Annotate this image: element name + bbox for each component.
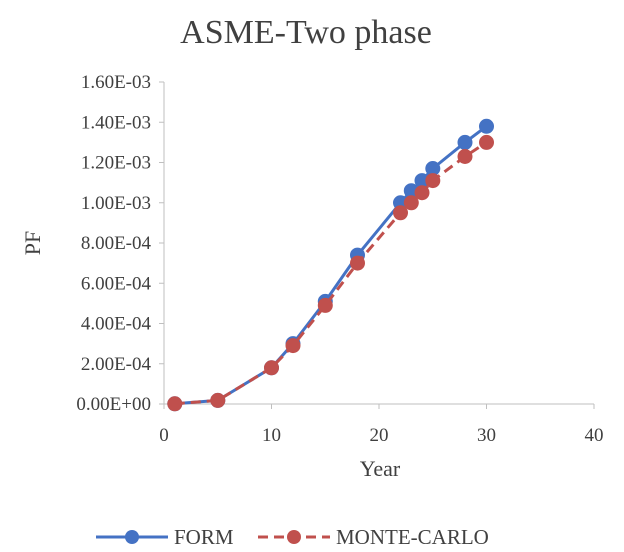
data-point [457,149,473,164]
y-tick-label: 1.00E-03 [81,193,151,214]
y-axis: 0.00E+00 2.00E-04 4.00E-04 6.00E-04 8.00E-04… [76,72,165,415]
data-point [403,195,419,211]
data-point [264,360,279,376]
y-tick-label: 8.00E-04 [81,233,152,254]
x-tick-label: 30 [477,425,496,446]
x-tick-label: 20 [370,425,389,446]
legend-marker [125,530,139,544]
y-tick-label: 1.60E-03 [81,72,151,93]
data-point [414,185,430,201]
legend-label: FORM [174,525,234,549]
x-tick-label: 0 [159,425,169,446]
data-point [393,205,408,221]
chart-title: ASME-Two phase [180,14,432,51]
series-form [167,118,494,412]
y-tick-label: 0.00E+00 [76,394,151,415]
data-point [167,396,183,412]
x-axis: 0 10 20 30 40 [159,403,604,446]
data-point [479,118,494,134]
y-tick-label: 1.40E-03 [81,112,151,133]
data-point [425,173,441,189]
y-axis-label: PF [20,231,45,255]
y-tick-label: 6.00E-04 [81,273,152,294]
series-monte-carlo [167,134,494,412]
data-point [285,338,301,354]
data-point [350,255,365,271]
x-tick-label: 10 [262,425,281,446]
series-layer [167,118,494,412]
x-tick-label: 40 [585,425,604,446]
x-axis-label: Year [360,456,401,481]
legend-marker [287,530,301,544]
data-point [210,392,226,408]
y-tick-label: 4.00E-04 [81,314,152,335]
y-tick-label: 2.00E-04 [81,354,152,375]
data-point [317,297,333,313]
legend: FORM MONTE-CARLO [96,525,489,549]
y-tick-label: 1.20E-03 [81,153,151,174]
data-point [479,134,494,150]
legend-label: MONTE-CARLO [336,525,489,549]
legend-item: MONTE-CARLO [258,525,489,549]
legend-item: FORM [96,525,234,549]
data-point [457,134,473,150]
